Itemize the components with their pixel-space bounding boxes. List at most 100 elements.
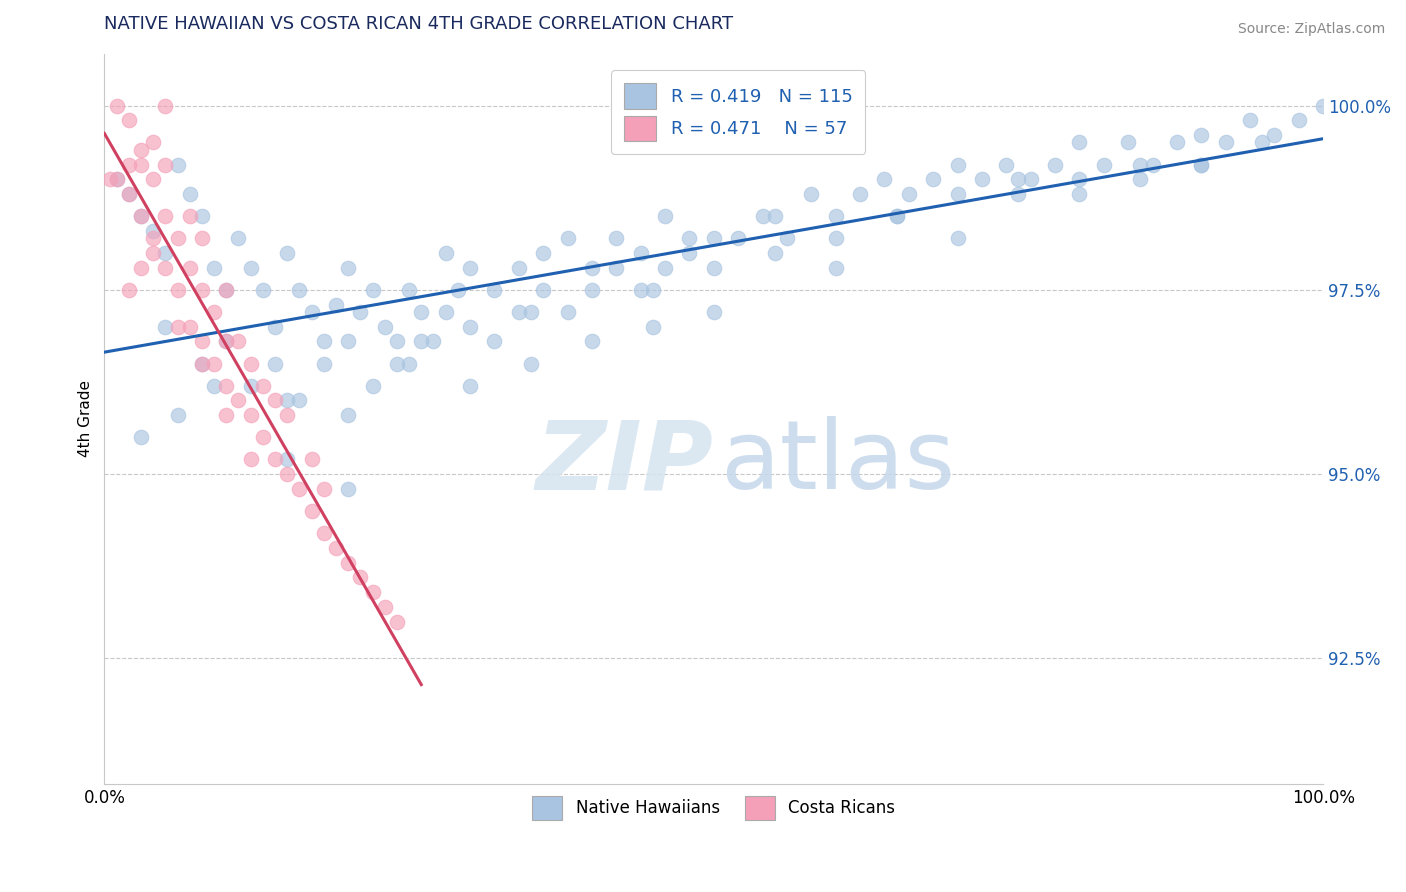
Point [166,157,188,171]
Point [422,334,444,349]
Point [301,452,323,467]
Point [312,334,335,349]
Point [129,157,152,171]
Point [202,305,225,319]
Point [458,319,481,334]
Point [191,231,214,245]
Point [374,599,396,614]
Point [215,283,238,297]
Point [1069,136,1091,150]
Point [215,378,238,392]
Point [385,615,408,629]
Point [191,357,214,371]
Point [520,357,543,371]
Point [118,157,141,171]
Point [520,305,543,319]
Point [484,334,506,349]
Point [155,209,177,223]
Point [288,482,311,496]
Point [215,283,238,297]
Point [886,209,908,223]
Point [349,305,371,319]
Point [581,260,603,275]
Point [678,231,700,245]
Point [630,246,652,260]
Point [252,378,274,392]
Point [264,357,287,371]
Point [166,283,188,297]
Point [312,357,335,371]
Point [1116,136,1139,150]
Point [703,231,725,245]
Point [385,334,408,349]
Point [557,231,579,245]
Point [1007,187,1029,202]
Point [946,157,969,171]
Point [155,98,177,112]
Point [641,319,664,334]
Point [191,357,214,371]
Point [1251,136,1274,150]
Point [142,136,165,150]
Point [703,260,725,275]
Point [458,378,481,392]
Point [252,430,274,444]
Point [1092,157,1115,171]
Point [142,231,165,245]
Point [142,224,165,238]
Point [179,187,201,202]
Point [1129,157,1152,171]
Point [276,408,298,422]
Point [361,585,384,599]
Point [458,260,481,275]
Point [995,157,1018,171]
Point [142,246,165,260]
Point [1189,128,1212,142]
Point [605,260,627,275]
Point [337,334,360,349]
Point [922,172,945,186]
Point [276,452,298,467]
Point [129,209,152,223]
Point [337,482,360,496]
Point [824,209,846,223]
Point [337,556,360,570]
Point [398,283,420,297]
Point [239,378,262,392]
Point [228,393,250,408]
Point [374,319,396,334]
Point [325,541,347,555]
Text: NATIVE HAWAIIAN VS COSTA RICAN 4TH GRADE CORRELATION CHART: NATIVE HAWAIIAN VS COSTA RICAN 4TH GRADE… [104,15,734,33]
Point [751,209,773,223]
Point [215,334,238,349]
Point [1215,136,1237,150]
Point [252,283,274,297]
Point [100,172,122,186]
Point [129,209,152,223]
Point [361,283,384,297]
Point [105,172,128,186]
Point [1189,157,1212,171]
Point [105,172,128,186]
Point [118,283,141,297]
Point [202,357,225,371]
Point [312,526,335,541]
Point [703,305,725,319]
Point [191,209,214,223]
Text: Source: ZipAtlas.com: Source: ZipAtlas.com [1237,22,1385,37]
Point [264,393,287,408]
Point [1239,113,1261,128]
Point [288,283,311,297]
Point [239,452,262,467]
Point [301,305,323,319]
Point [531,283,554,297]
Point [118,187,141,202]
Point [1166,136,1188,150]
Point [581,283,603,297]
Point [1069,172,1091,186]
Point [361,378,384,392]
Point [337,408,360,422]
Point [434,246,457,260]
Point [155,246,177,260]
Point [605,231,627,245]
